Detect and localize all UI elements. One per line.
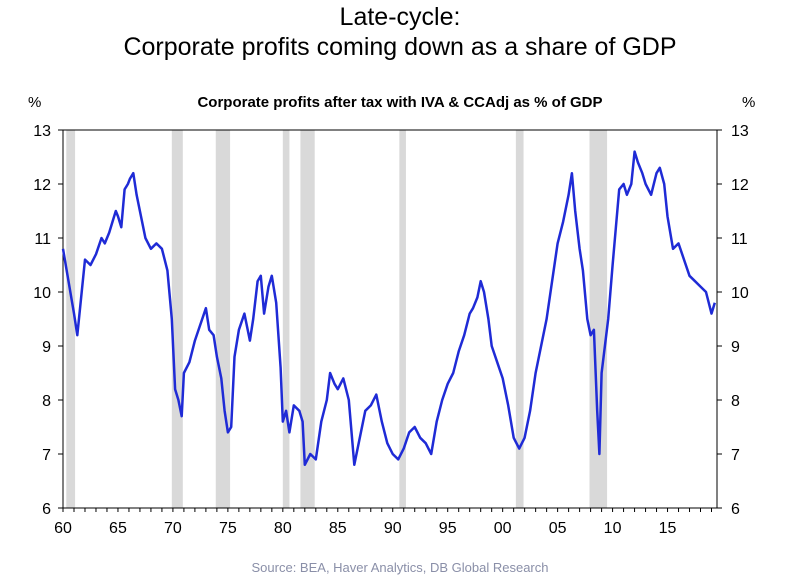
y-tick-label-left: 10	[33, 285, 51, 302]
x-tick-label: 75	[219, 520, 237, 537]
y-tick-label-left: 13	[33, 123, 51, 140]
y-tick-label-right: 9	[731, 339, 740, 356]
y-tick-label-left: 11	[34, 231, 51, 248]
x-tick-label: 05	[549, 520, 567, 537]
y-tick-label-right: 8	[731, 393, 740, 410]
recession-band	[282, 130, 290, 508]
y-tick-label-left: 9	[42, 339, 51, 356]
y-tick-label-left: 12	[33, 177, 51, 194]
y-tick-label-right: 10	[731, 285, 749, 302]
y-axis-unit-left: %	[28, 94, 42, 111]
recession-band	[515, 130, 524, 508]
x-tick-label: 60	[54, 520, 72, 537]
x-tick-label: 85	[329, 520, 347, 537]
recession-band	[399, 130, 406, 508]
recession-band	[171, 130, 183, 508]
x-tick-label: 80	[274, 520, 292, 537]
x-tick-label: 65	[109, 520, 127, 537]
chart-subtitle: Corporate profits after tax with IVA & C…	[197, 94, 603, 111]
axis-ticks: 6 6 7 7 8 8 9 9 10 10 11 11 12 12 13 13 60 65 70 75 80 85 90 95…	[33, 123, 749, 537]
x-tick-label: 90	[384, 520, 402, 537]
y-tick-label-left: 7	[42, 447, 51, 464]
recession-band	[66, 130, 76, 508]
y-tick-label-right: 7	[731, 447, 740, 464]
series-line	[61, 150, 716, 467]
x-tick-label: 70	[164, 520, 182, 537]
recession-band	[300, 130, 315, 508]
x-tick-label: 10	[604, 520, 622, 537]
chart-title-line2: Corporate profits coming down as a share…	[123, 33, 677, 61]
y-tick-label-right: 6	[731, 501, 740, 518]
recession-band	[215, 130, 231, 508]
x-tick-label: 00	[494, 520, 512, 537]
y-tick-label-right: 11	[731, 231, 748, 248]
source-note: Source: BEA, Haver Analytics, DB Global …	[251, 560, 549, 575]
chart-title-line1: Late-cycle:	[339, 3, 461, 31]
y-axis-unit-right: %	[742, 94, 756, 111]
x-tick-label: 15	[659, 520, 677, 537]
y-tick-label-left: 8	[42, 393, 51, 410]
x-tick-label: 95	[439, 520, 457, 537]
y-tick-label-right: 13	[731, 123, 749, 140]
plot-frame	[62, 129, 718, 509]
y-tick-label-left: 6	[42, 501, 51, 518]
y-tick-label-right: 12	[731, 177, 749, 194]
recession-band	[589, 130, 608, 508]
recession-bands	[66, 130, 608, 508]
